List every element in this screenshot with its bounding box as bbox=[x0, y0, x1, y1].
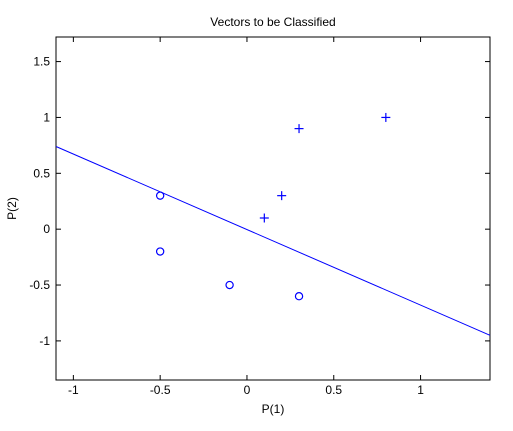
x-tick-label: -1 bbox=[68, 383, 79, 397]
y-tick-label: -0.5 bbox=[29, 278, 50, 292]
x-tick-label: 0.5 bbox=[325, 383, 342, 397]
plus-marker bbox=[277, 191, 287, 201]
x-axis-label: P(1) bbox=[262, 402, 285, 416]
x-tick-label: 0 bbox=[244, 383, 251, 397]
y-tick-label: 0.5 bbox=[33, 166, 50, 180]
y-tick-label: -1 bbox=[39, 334, 50, 348]
x-tick-label: 1 bbox=[417, 383, 424, 397]
circle-marker bbox=[294, 292, 304, 301]
x-tick-label: -0.5 bbox=[150, 383, 171, 397]
plus-marker bbox=[259, 213, 269, 223]
circle-marker bbox=[155, 191, 165, 200]
plus-marker bbox=[294, 124, 304, 134]
circle-marker bbox=[225, 280, 234, 290]
chart-title: Vectors to be Classified bbox=[210, 15, 335, 29]
decision-boundary-line bbox=[55, 146, 491, 336]
data-layer bbox=[55, 112, 491, 336]
y-tick-label: 1.5 bbox=[33, 55, 50, 69]
plus-marker bbox=[381, 112, 391, 122]
axes-box bbox=[55, 36, 491, 381]
ticks-layer: -1 -0.5 0 0.5 1 -1 -0.5 0 0.5 1 1.5 bbox=[29, 37, 490, 397]
circle-marker bbox=[155, 247, 165, 256]
y-tick-label: 1 bbox=[43, 110, 50, 124]
y-tick-label: 0 bbox=[43, 222, 50, 236]
y-axis-label: P(2) bbox=[5, 197, 19, 220]
